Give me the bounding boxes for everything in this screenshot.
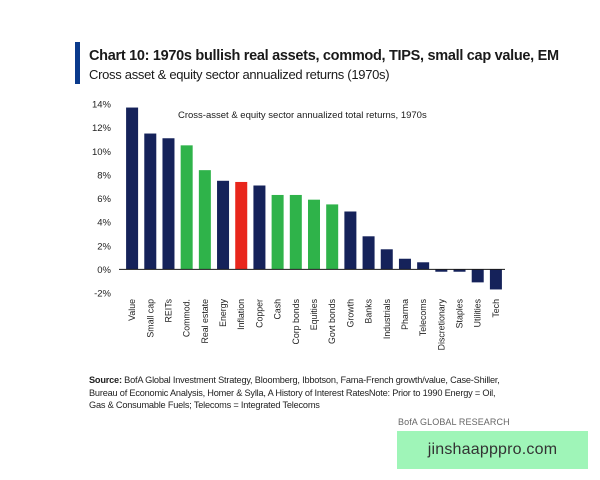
bar [126, 107, 139, 270]
bar [162, 138, 175, 270]
bar [344, 211, 357, 270]
bar [144, 133, 157, 270]
y-tick-label: 14% [92, 100, 112, 111]
bar [417, 262, 430, 270]
source-text: BofA Global Investment Strategy, Bloombe… [89, 375, 500, 410]
bar [453, 269, 466, 272]
bar [180, 145, 193, 270]
y-tick-label: 0% [97, 265, 111, 276]
source-label: Source: [89, 375, 122, 385]
y-tick-label: -2% [94, 289, 111, 300]
x-tick-label: REITs [163, 298, 173, 322]
bar [362, 236, 375, 270]
bar [289, 194, 302, 270]
inner-chart-title: Cross-asset & equity sector annualized t… [178, 110, 427, 121]
bar [489, 269, 502, 290]
y-tick-label: 10% [92, 147, 112, 158]
bar [307, 199, 321, 270]
x-tick-label: Pharma [400, 299, 410, 330]
bar [326, 204, 339, 270]
x-tick-label: Growth [345, 299, 355, 327]
x-tick-label: Corp bonds [291, 298, 301, 344]
y-tick-label: 4% [97, 218, 111, 229]
x-tick-label: Discretionary [436, 298, 446, 350]
x-tick-label: Tech [491, 299, 501, 318]
x-tick-label: Telecoms [418, 298, 428, 336]
bar [435, 269, 448, 272]
x-tick-label: Inflation [236, 299, 246, 330]
bar [271, 194, 284, 270]
watermark-banner: jinshaapppro.com [397, 431, 588, 469]
x-tick-label: Industrials [382, 298, 392, 339]
bar [253, 185, 266, 270]
y-tick-label: 12% [92, 123, 112, 134]
title-accent-bar [75, 42, 80, 84]
x-tick-label: Utilities [473, 298, 483, 327]
bar [217, 180, 230, 270]
x-tick-label: Banks [364, 298, 374, 323]
source-footnote: Source: BofA Global Investment Strategy,… [89, 374, 509, 412]
y-tick-label: 8% [97, 170, 111, 181]
x-tick-label: Copper [254, 299, 264, 328]
x-tick-label: Real estate [200, 299, 210, 344]
y-tick-label: 6% [97, 194, 111, 205]
x-tick-label: Value [127, 299, 137, 321]
bar [198, 170, 211, 270]
brand-label: BofA GLOBAL RESEARCH [398, 417, 510, 427]
chart-title: Chart 10: 1970s bullish real assets, com… [89, 48, 559, 64]
bar [235, 181, 248, 270]
bar-chart: Cross-asset & equity sector annualized t… [92, 100, 505, 350]
x-tick-label: Staples [455, 298, 465, 328]
y-tick-label: 2% [97, 241, 111, 252]
x-tick-label: Energy [218, 298, 228, 326]
x-tick-label: Equities [309, 298, 319, 330]
x-tick-label: Small cap [145, 299, 155, 338]
chart-subtitle: Cross asset & equity sector annualized r… [89, 67, 390, 82]
x-tick-label: Cash [273, 299, 283, 320]
x-tick-label: Govt bonds [327, 298, 337, 344]
x-tick-label: Commod. [182, 299, 192, 337]
bar [471, 269, 484, 283]
bar [398, 258, 411, 270]
bar [380, 249, 393, 270]
